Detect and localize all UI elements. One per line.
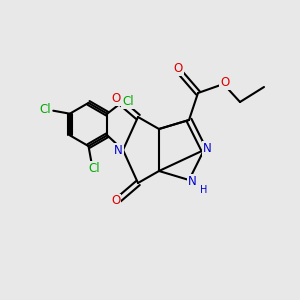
Text: O: O — [174, 62, 183, 76]
Text: N: N — [188, 175, 196, 188]
Text: H: H — [200, 184, 207, 195]
Text: O: O — [111, 92, 120, 106]
Text: O: O — [220, 76, 230, 89]
Text: O: O — [111, 194, 120, 208]
Text: N: N — [114, 143, 123, 157]
Text: Cl: Cl — [89, 161, 100, 175]
Text: Cl: Cl — [122, 95, 134, 108]
Text: Cl: Cl — [39, 103, 51, 116]
Text: N: N — [202, 142, 211, 155]
